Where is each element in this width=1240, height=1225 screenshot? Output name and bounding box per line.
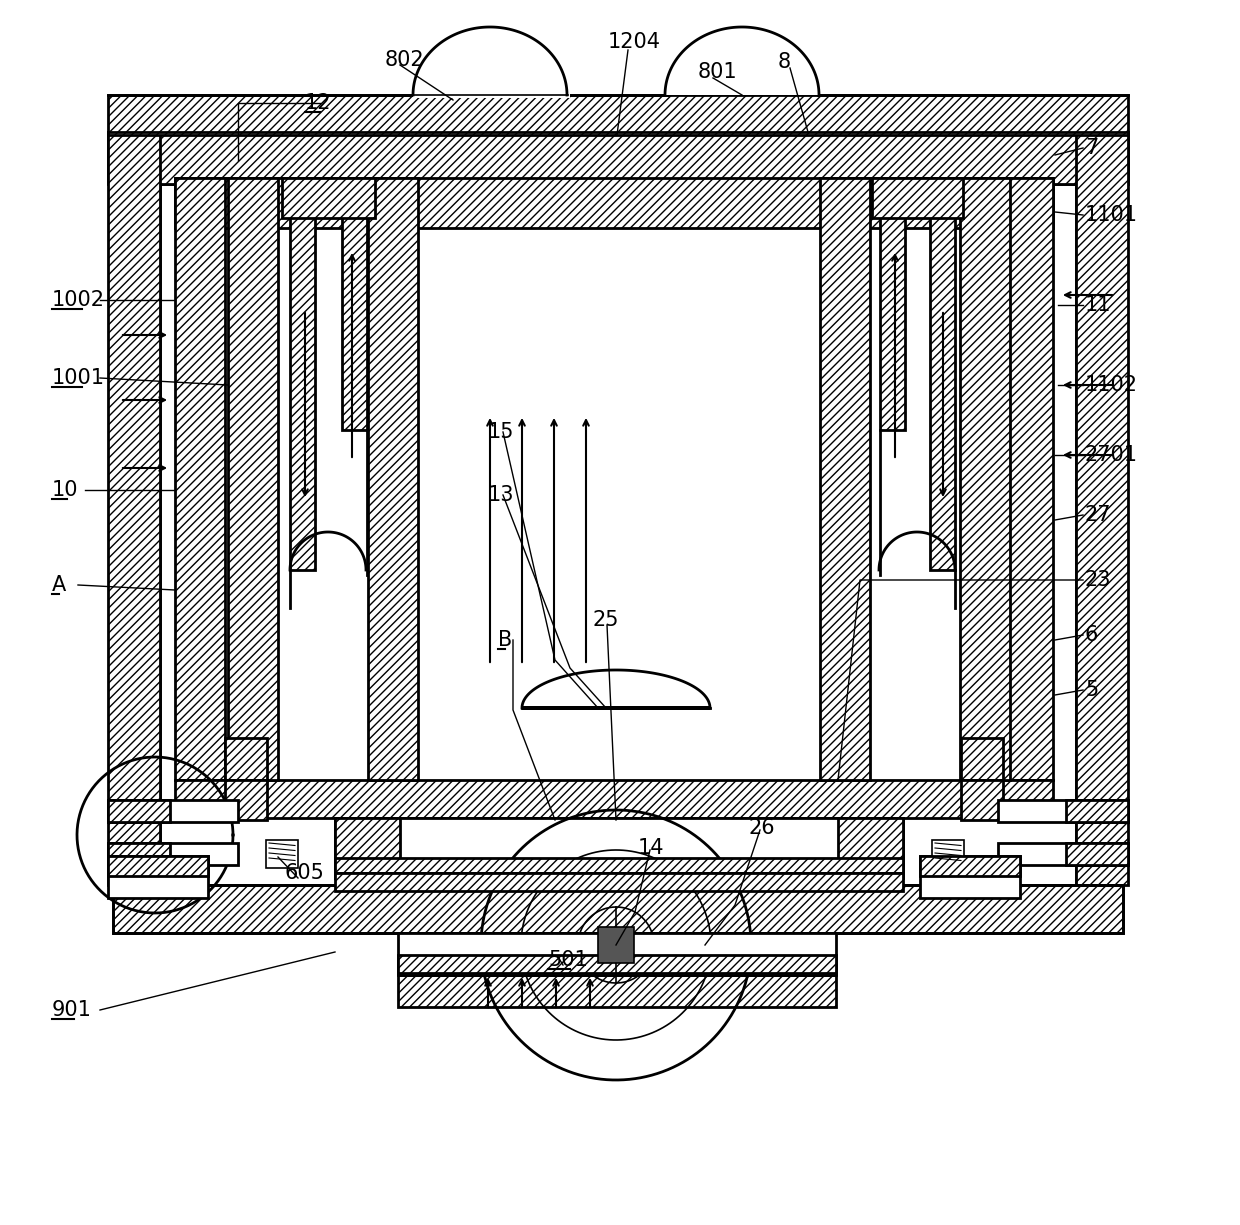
Bar (398, 933, 836, 975)
Bar (598, 927, 634, 963)
Bar (1003, 178, 1053, 780)
Bar (838, 818, 903, 878)
Bar (108, 843, 170, 865)
Bar (932, 840, 963, 869)
Bar (930, 216, 955, 570)
Bar (368, 178, 418, 780)
Text: 2701: 2701 (1085, 445, 1138, 466)
Bar (108, 856, 208, 898)
Text: 1001: 1001 (52, 368, 105, 388)
Text: 26: 26 (748, 818, 775, 838)
Bar (281, 178, 374, 218)
Bar (224, 780, 267, 820)
Bar (1076, 132, 1128, 884)
Bar (335, 858, 903, 873)
Text: 1204: 1204 (608, 32, 661, 51)
Bar (872, 178, 963, 218)
Text: 25: 25 (591, 610, 619, 630)
Bar (108, 856, 208, 876)
Text: 10: 10 (52, 480, 78, 500)
Bar (113, 884, 1123, 933)
Polygon shape (665, 27, 818, 96)
Text: 23: 23 (1085, 570, 1111, 590)
Bar (224, 737, 267, 780)
Text: 1101: 1101 (1085, 205, 1138, 225)
Bar (1066, 800, 1128, 822)
Bar (108, 132, 160, 884)
Bar (398, 956, 836, 973)
Text: 901: 901 (52, 1000, 92, 1020)
Text: 15: 15 (489, 421, 515, 442)
Bar (290, 216, 315, 570)
Bar (108, 132, 1128, 184)
Bar (108, 96, 1128, 135)
Bar (175, 178, 1053, 228)
Text: 605: 605 (285, 862, 325, 883)
Bar (961, 780, 1003, 820)
Bar (880, 216, 905, 430)
Text: A: A (52, 575, 66, 595)
Text: 7: 7 (1085, 138, 1099, 158)
Bar (820, 178, 870, 780)
Bar (335, 818, 401, 878)
Bar (108, 800, 238, 822)
Text: 14: 14 (639, 838, 665, 858)
Bar (335, 873, 903, 891)
Bar (267, 840, 298, 869)
Bar (108, 843, 238, 865)
Bar (1066, 843, 1128, 865)
Bar (108, 800, 170, 822)
Bar (175, 780, 1053, 818)
Text: B: B (498, 630, 512, 650)
Bar (113, 884, 1123, 933)
Text: 13: 13 (489, 485, 515, 505)
Text: 802: 802 (384, 50, 424, 70)
Text: 8: 8 (777, 51, 791, 72)
Bar (175, 178, 224, 780)
Bar (998, 800, 1128, 822)
Bar (413, 78, 570, 98)
Text: 11: 11 (1085, 295, 1111, 315)
Bar (228, 178, 278, 780)
Text: 27: 27 (1085, 505, 1111, 526)
Bar (920, 856, 1021, 876)
Bar (342, 216, 367, 430)
Bar (998, 843, 1128, 865)
Bar (160, 184, 1076, 884)
Text: 6: 6 (1085, 625, 1099, 646)
Polygon shape (522, 670, 711, 708)
Text: 1102: 1102 (1085, 375, 1138, 394)
Text: 501: 501 (548, 951, 588, 970)
Text: 1002: 1002 (52, 290, 105, 310)
Text: 5: 5 (1085, 680, 1099, 699)
Bar (961, 737, 1003, 780)
Text: 801: 801 (698, 62, 738, 82)
Bar (398, 975, 836, 1007)
Text: 12: 12 (305, 93, 331, 113)
Polygon shape (413, 27, 567, 96)
Bar (920, 856, 1021, 898)
Bar (960, 178, 1011, 780)
Bar (335, 818, 903, 878)
